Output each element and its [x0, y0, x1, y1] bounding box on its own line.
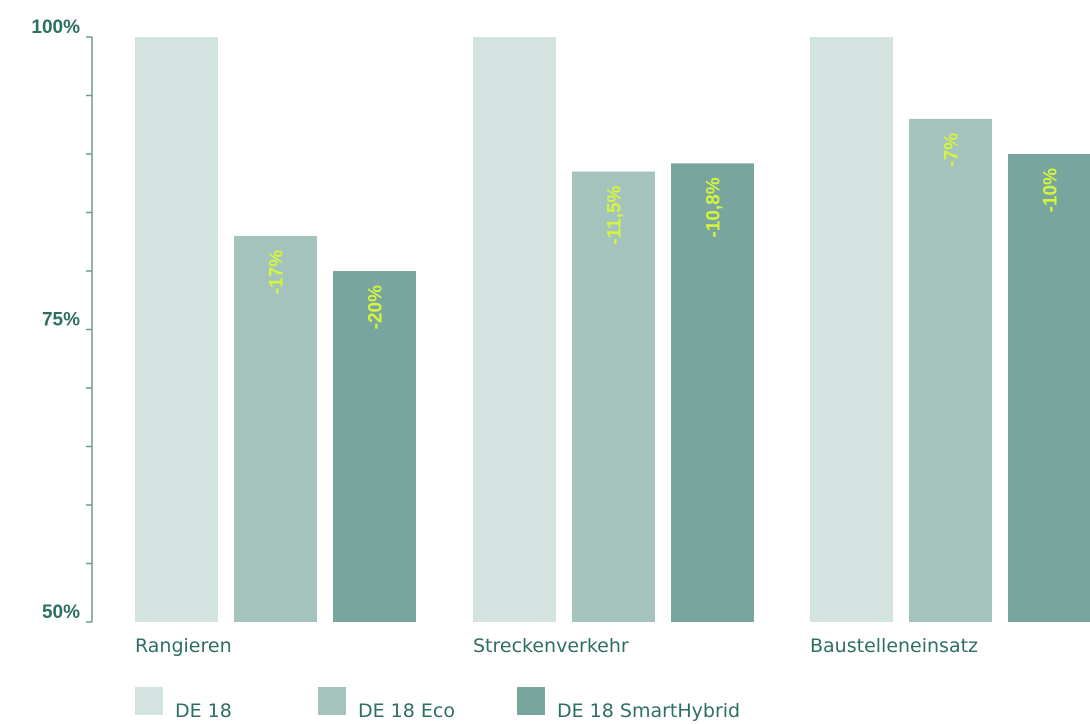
data-label: -10,8%: [704, 177, 725, 237]
category-label: Streckenverkehr: [473, 635, 629, 657]
y-axis: 100% 75% 50%: [31, 17, 93, 623]
bars: -17% -20% -11,5% -10,8% -7% -10%: [135, 37, 1090, 623]
bar: [234, 235, 317, 622]
bar: [473, 37, 556, 622]
data-label: -20%: [366, 285, 387, 329]
bar: [909, 118, 992, 623]
y-tick-label: 75%: [42, 310, 80, 331]
category-labels: Rangieren Streckenverkehr Baustelleneinsat…: [135, 635, 978, 657]
category-label: Rangieren: [135, 635, 232, 657]
legend-label: DE 18: [175, 700, 232, 722]
bar: [572, 171, 655, 623]
data-label: -7%: [942, 133, 963, 167]
legend-swatch: [135, 687, 163, 715]
bar: [671, 163, 754, 623]
category-label: Baustelleneinsatz: [810, 635, 978, 657]
data-label: -10%: [1041, 168, 1062, 212]
legend-swatch: [517, 687, 545, 715]
data-label: -11,5%: [605, 185, 626, 244]
legend-swatch: [318, 687, 346, 715]
y-tick-label: 50%: [42, 602, 80, 623]
legend-label: DE 18 Eco: [358, 700, 455, 722]
bar: [1008, 154, 1090, 622]
legend: DE 18 DE 18 Eco DE 18 SmartHybrid: [135, 687, 740, 722]
y-tick-label: 100%: [31, 17, 80, 38]
bar: [333, 271, 416, 622]
legend-label: DE 18 SmartHybrid: [557, 700, 740, 722]
bar: [135, 37, 218, 622]
data-label: -17%: [267, 250, 288, 294]
bar: [810, 37, 893, 622]
